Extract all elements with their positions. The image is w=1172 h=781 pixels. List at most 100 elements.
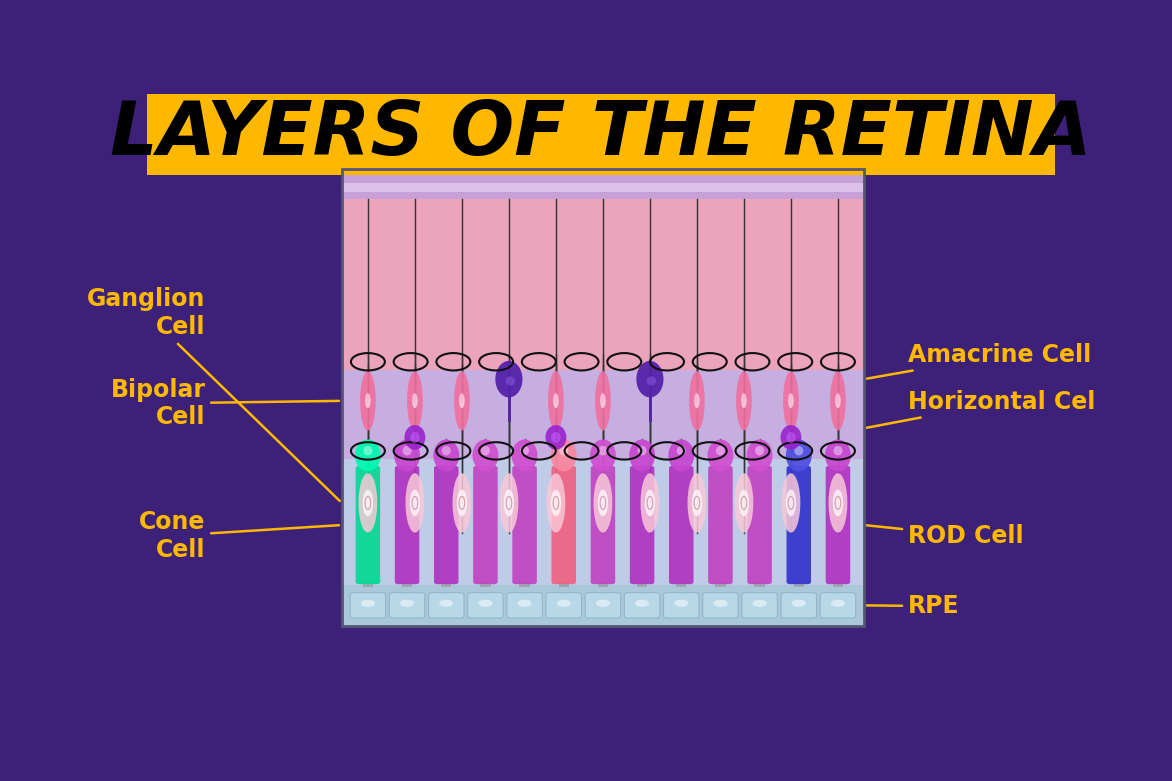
Ellipse shape — [459, 393, 463, 403]
Ellipse shape — [789, 393, 792, 403]
Ellipse shape — [599, 446, 607, 455]
Ellipse shape — [735, 473, 754, 533]
Ellipse shape — [559, 446, 568, 455]
Ellipse shape — [789, 394, 793, 408]
FancyBboxPatch shape — [429, 593, 464, 618]
Ellipse shape — [674, 600, 688, 607]
FancyBboxPatch shape — [552, 465, 575, 584]
Bar — [342, 169, 864, 626]
FancyBboxPatch shape — [748, 465, 772, 584]
Ellipse shape — [752, 600, 766, 607]
Ellipse shape — [595, 371, 611, 430]
Ellipse shape — [830, 371, 846, 430]
FancyBboxPatch shape — [473, 465, 498, 584]
Ellipse shape — [755, 446, 764, 455]
Ellipse shape — [499, 473, 518, 533]
Ellipse shape — [716, 446, 725, 455]
FancyBboxPatch shape — [434, 465, 458, 584]
Ellipse shape — [434, 440, 459, 472]
Bar — [833, 582, 843, 587]
Ellipse shape — [598, 490, 608, 516]
Ellipse shape — [833, 490, 843, 516]
Bar — [441, 582, 451, 587]
Ellipse shape — [472, 440, 498, 472]
Ellipse shape — [792, 600, 806, 607]
Ellipse shape — [457, 490, 468, 516]
Bar — [559, 582, 568, 587]
Ellipse shape — [833, 446, 843, 455]
Text: ROD Cell: ROD Cell — [867, 524, 1023, 547]
FancyBboxPatch shape — [826, 465, 850, 584]
FancyBboxPatch shape — [625, 593, 660, 618]
FancyBboxPatch shape — [585, 593, 621, 618]
Bar — [715, 582, 725, 587]
Ellipse shape — [590, 440, 615, 472]
Ellipse shape — [786, 432, 796, 443]
Bar — [481, 582, 491, 587]
Ellipse shape — [518, 600, 532, 607]
Ellipse shape — [741, 393, 745, 403]
Ellipse shape — [545, 425, 566, 450]
Ellipse shape — [708, 440, 734, 472]
Ellipse shape — [694, 393, 699, 403]
Ellipse shape — [402, 446, 411, 455]
Ellipse shape — [454, 371, 470, 430]
Ellipse shape — [636, 361, 663, 398]
Ellipse shape — [795, 446, 803, 455]
Ellipse shape — [478, 600, 492, 607]
Ellipse shape — [736, 371, 751, 430]
Bar — [598, 582, 608, 587]
Text: Horizontal Cel: Horizontal Cel — [867, 390, 1095, 428]
Bar — [362, 582, 373, 587]
FancyBboxPatch shape — [820, 593, 856, 618]
Ellipse shape — [593, 473, 612, 533]
Ellipse shape — [505, 376, 515, 386]
FancyBboxPatch shape — [781, 593, 817, 618]
Ellipse shape — [459, 394, 464, 408]
Text: RPE: RPE — [867, 594, 959, 618]
Bar — [519, 582, 530, 587]
FancyBboxPatch shape — [468, 593, 503, 618]
Text: LAYERS OF THE RETINA: LAYERS OF THE RETINA — [110, 98, 1091, 170]
Ellipse shape — [557, 600, 571, 607]
Ellipse shape — [406, 473, 424, 533]
Ellipse shape — [546, 473, 565, 533]
Ellipse shape — [668, 440, 694, 472]
Ellipse shape — [785, 490, 796, 516]
FancyBboxPatch shape — [591, 465, 615, 584]
Ellipse shape — [440, 600, 454, 607]
Bar — [793, 582, 804, 587]
Ellipse shape — [553, 394, 559, 408]
Ellipse shape — [635, 600, 649, 607]
Ellipse shape — [786, 440, 812, 472]
FancyBboxPatch shape — [786, 465, 811, 584]
Ellipse shape — [714, 600, 728, 607]
Ellipse shape — [394, 440, 420, 472]
Text: Ganglion
Cell: Ganglion Cell — [87, 287, 340, 501]
FancyBboxPatch shape — [663, 593, 699, 618]
Ellipse shape — [676, 446, 686, 455]
FancyBboxPatch shape — [389, 593, 424, 618]
FancyBboxPatch shape — [703, 593, 738, 618]
Bar — [676, 582, 687, 587]
FancyBboxPatch shape — [629, 465, 654, 584]
Bar — [342, 198, 864, 370]
Ellipse shape — [413, 393, 416, 403]
FancyBboxPatch shape — [350, 593, 386, 618]
Ellipse shape — [829, 473, 847, 533]
Ellipse shape — [831, 600, 845, 607]
Ellipse shape — [638, 446, 647, 455]
Ellipse shape — [689, 371, 704, 430]
Ellipse shape — [413, 394, 417, 408]
FancyBboxPatch shape — [355, 465, 380, 584]
Ellipse shape — [362, 490, 373, 516]
Ellipse shape — [691, 490, 702, 516]
Ellipse shape — [641, 473, 660, 533]
Ellipse shape — [629, 440, 655, 472]
Ellipse shape — [741, 394, 747, 408]
Ellipse shape — [442, 446, 451, 455]
FancyBboxPatch shape — [546, 593, 581, 618]
Bar — [146, 94, 1055, 175]
Ellipse shape — [496, 361, 523, 398]
Ellipse shape — [688, 473, 707, 533]
